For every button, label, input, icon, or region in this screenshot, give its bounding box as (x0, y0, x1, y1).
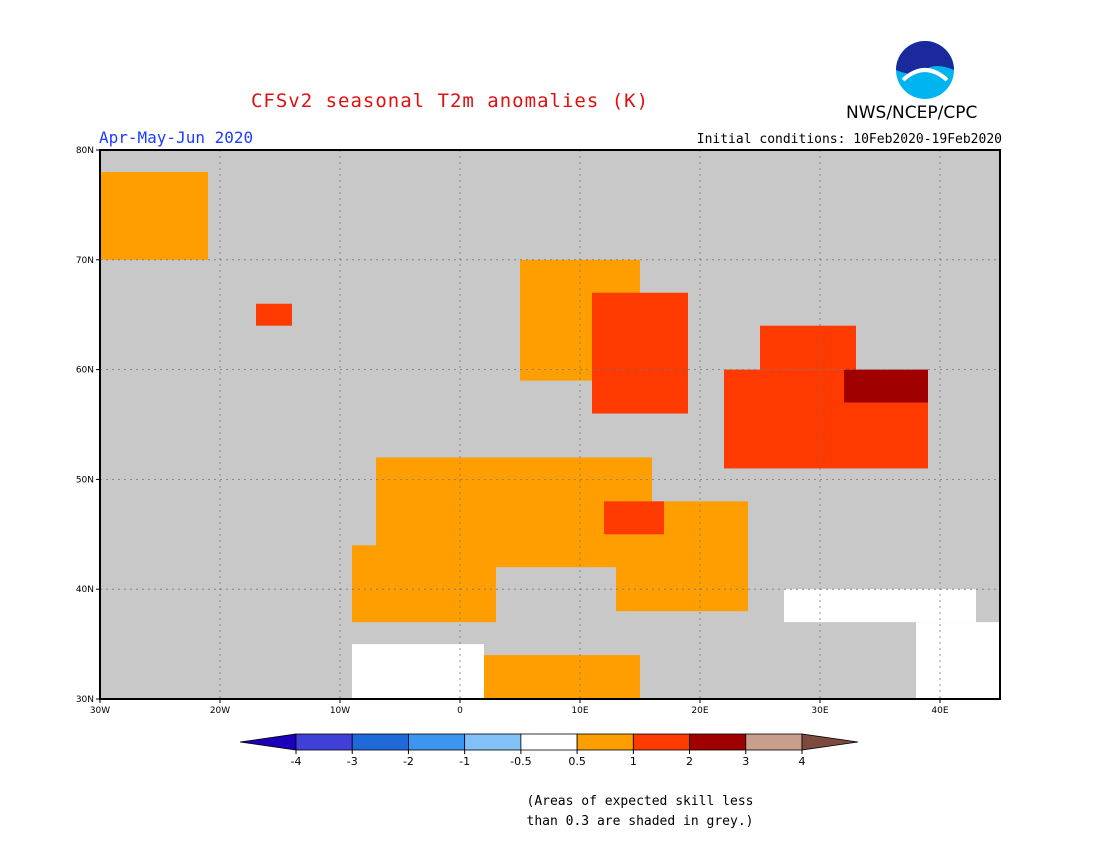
lon-tick-label: 0 (457, 706, 463, 716)
colorbar-tick-label: -0.5 (510, 755, 531, 768)
colorbar-tick-label: 2 (686, 755, 693, 768)
lat-tick-label: 40N (76, 585, 94, 595)
agency-label: NWS/NCEP/CPC (846, 103, 978, 123)
colorbar-tick-label: -4 (291, 755, 302, 768)
anomaly-region-alps (604, 501, 664, 535)
map-title: CFSv2 seasonal T2m anomalies (K) (250, 90, 650, 112)
anomaly-region-turkey (784, 589, 976, 623)
anomaly-region-algeria (352, 644, 484, 699)
lon-tick-label: 10W (330, 706, 350, 716)
noaa-logo-icon (896, 41, 954, 99)
lon-tick-label: 30E (811, 706, 828, 716)
colorbar-tick-label: -2 (403, 755, 414, 768)
colorbar-tick-label: 4 (799, 755, 806, 768)
colorbar-box (295, 733, 353, 751)
colorbar-box (408, 733, 466, 751)
colorbar-arrow-high (801, 733, 859, 751)
lon-tick-label: 40E (931, 706, 948, 716)
lon-tick-label: 30W (90, 706, 110, 716)
lat-tick-label: 70N (76, 256, 94, 266)
colorbar-tick-label: -3 (347, 755, 358, 768)
colorbar-box (351, 733, 409, 751)
anomaly-region-western-russia (844, 369, 928, 403)
colorbar-tick-label: 3 (742, 755, 749, 768)
initial-conditions-label: Initial conditions: 10Feb2020-19Feb2020 (696, 132, 1002, 147)
footnote: (Areas of expected skill less than 0.3 a… (90, 792, 1100, 832)
map-frame (99, 149, 1001, 700)
lat-tick-label: 60N (76, 366, 94, 376)
lat-tick-label: 50N (76, 475, 94, 485)
colorbar-box (464, 733, 522, 751)
anomaly-region-sweden (592, 292, 688, 414)
colorbar-box (745, 733, 803, 751)
colorbar: -4 -3 -2 -1 -0.5 0.5 1 2 3 4 (239, 733, 859, 768)
lat-tick-label: 80N (76, 146, 94, 156)
colorbar-box (632, 733, 690, 751)
colorbar-tick-label: -1 (459, 755, 470, 768)
footnote-line-1: (Areas of expected skill less (526, 794, 754, 809)
lon-tick-label: 10E (571, 706, 588, 716)
anomaly-regions (100, 171, 1000, 699)
anomaly-region-greenland (100, 171, 208, 260)
lon-tick-label: 20W (210, 706, 230, 716)
colorbar-box (689, 733, 747, 751)
colorbar-arrow-low (239, 733, 297, 751)
map-gridlines (100, 150, 1000, 699)
anomaly-region-iceland-east (256, 303, 292, 326)
latitude-ticks: 30N 40N 50N 60N 70N 80N (76, 146, 100, 705)
colorbar-box (520, 733, 578, 751)
longitude-ticks: 30W 20W 10W 0 10E 20E 30E 40E (90, 699, 949, 716)
colorbar-box (576, 733, 634, 751)
colorbar-tick-label: 0.5 (568, 755, 586, 768)
anomaly-region-middle-east (916, 622, 1000, 699)
anomaly-region-finland (760, 325, 856, 370)
colorbar-tick-label: 1 (630, 755, 637, 768)
season-label: Apr-May-Jun 2020 (99, 128, 254, 147)
lon-tick-label: 20E (691, 706, 708, 716)
lat-tick-label: 30N (76, 695, 94, 705)
footnote-line-2: than 0.3 are shaded in grey.) (526, 814, 754, 829)
anomaly-region-iberia (352, 545, 496, 623)
